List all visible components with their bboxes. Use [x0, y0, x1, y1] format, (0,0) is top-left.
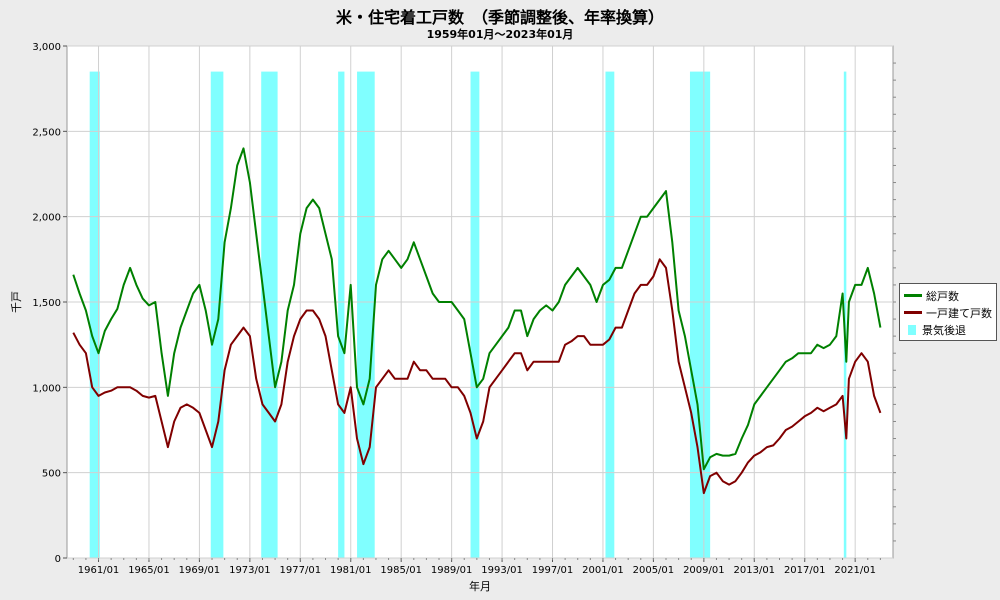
x-tick-label: 1977/01	[280, 565, 322, 576]
x-tick-label: 2017/01	[784, 565, 826, 576]
recession-band-3	[338, 71, 345, 558]
y-tick-label: 3,000	[32, 42, 61, 53]
y-tick-label: 2,000	[32, 213, 61, 224]
recession-band-5	[470, 71, 480, 558]
x-tick-label: 2005/01	[633, 565, 675, 576]
recession-band-2	[261, 71, 278, 558]
legend-swatch-single	[904, 311, 922, 314]
legend-swatch-total	[904, 294, 922, 297]
legend: 総戸数 一戸建て戸数 景気後退	[899, 283, 997, 341]
legend-item-total: 総戸数	[904, 287, 992, 304]
x-tick-label: 1973/01	[229, 565, 271, 576]
recession-band-8	[843, 71, 847, 558]
y-tick-label: 1,500	[32, 298, 61, 309]
x-tick-label: 1997/01	[532, 565, 574, 576]
x-tick-label: 1993/01	[481, 565, 523, 576]
chart-title: 米・住宅着工戸数 （季節調整後、年率換算）	[335, 8, 664, 27]
x-tick-label: 2009/01	[683, 565, 725, 576]
x-tick-label: 2021/01	[834, 565, 876, 576]
legend-label-recession: 景気後退	[922, 323, 966, 337]
x-tick-label: 1965/01	[128, 565, 170, 576]
x-tick-label: 2001/01	[582, 565, 624, 576]
legend-item-single: 一戸建て戸数	[904, 304, 992, 321]
y-tick-label: 2,500	[32, 127, 61, 138]
x-tick-label: 1981/01	[330, 565, 372, 576]
series-line-1	[72, 258, 882, 495]
chart-subtitle: 1959年01月～2023年01月	[426, 28, 574, 41]
x-tick-label: 1985/01	[380, 565, 422, 576]
recession-band-0	[89, 71, 100, 558]
x-tick-label: 1961/01	[78, 565, 120, 576]
y-axis-label: 千戸	[10, 291, 23, 313]
x-tick-label: 1989/01	[431, 565, 473, 576]
legend-label-single: 一戸建て戸数	[926, 306, 992, 320]
y-tick-label: 0	[55, 554, 61, 565]
recession-band-4	[357, 71, 375, 558]
legend-label-total: 総戸数	[926, 289, 959, 303]
recession-band-1	[210, 71, 224, 558]
legend-swatch-recession	[908, 324, 916, 335]
recession-band-6	[605, 71, 615, 558]
series-line-0	[72, 147, 882, 471]
y-tick-label: 500	[42, 469, 61, 480]
legend-item-recession: 景気後退	[904, 321, 992, 338]
series-lines	[72, 147, 882, 495]
axes: 0 500 1,000 1,500 2,000 2,500 3,000 1961/01 1965…	[32, 42, 896, 576]
x-tick-label: 1969/01	[179, 565, 221, 576]
y-tick-label: 1,000	[32, 383, 61, 394]
x-axis-label: 年月	[469, 579, 491, 593]
x-tick-label: 2013/01	[734, 565, 776, 576]
